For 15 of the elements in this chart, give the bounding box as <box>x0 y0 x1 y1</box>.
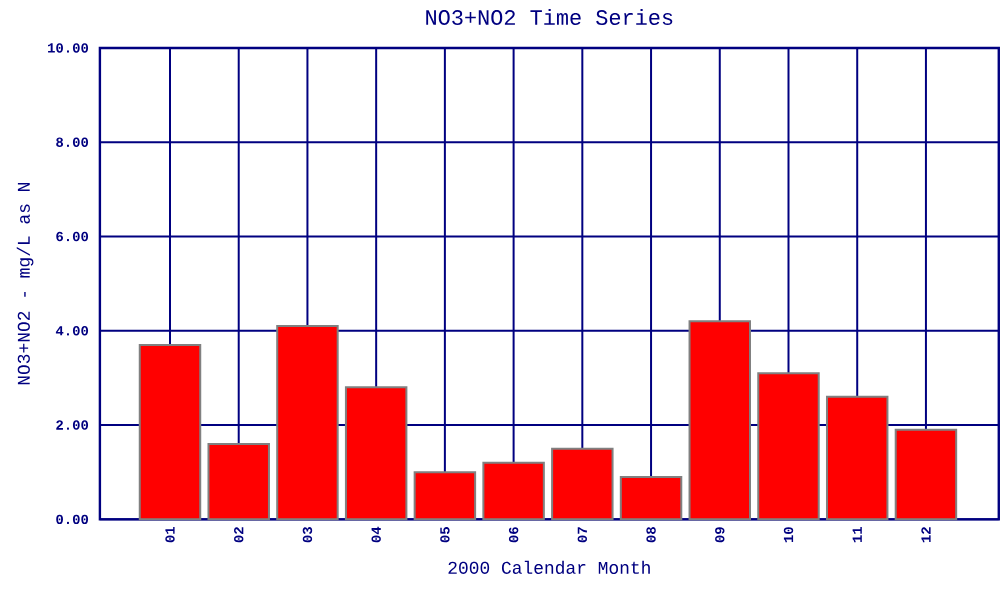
bar <box>207 443 270 521</box>
bar <box>482 462 545 521</box>
x-axis-title: 2000 Calendar Month <box>448 561 650 575</box>
bar <box>413 471 477 521</box>
bar <box>757 372 820 521</box>
bar <box>619 476 683 521</box>
bar <box>344 386 408 521</box>
bar <box>551 448 614 521</box>
bar <box>276 325 339 521</box>
bar <box>894 429 958 521</box>
bar <box>688 320 752 521</box>
chart-title: NO3+NO2 Time Series <box>426 9 673 26</box>
bar <box>825 396 889 521</box>
bar <box>138 344 202 521</box>
y-axis-title: NO3+NO2 - mg/L as N <box>16 183 34 385</box>
